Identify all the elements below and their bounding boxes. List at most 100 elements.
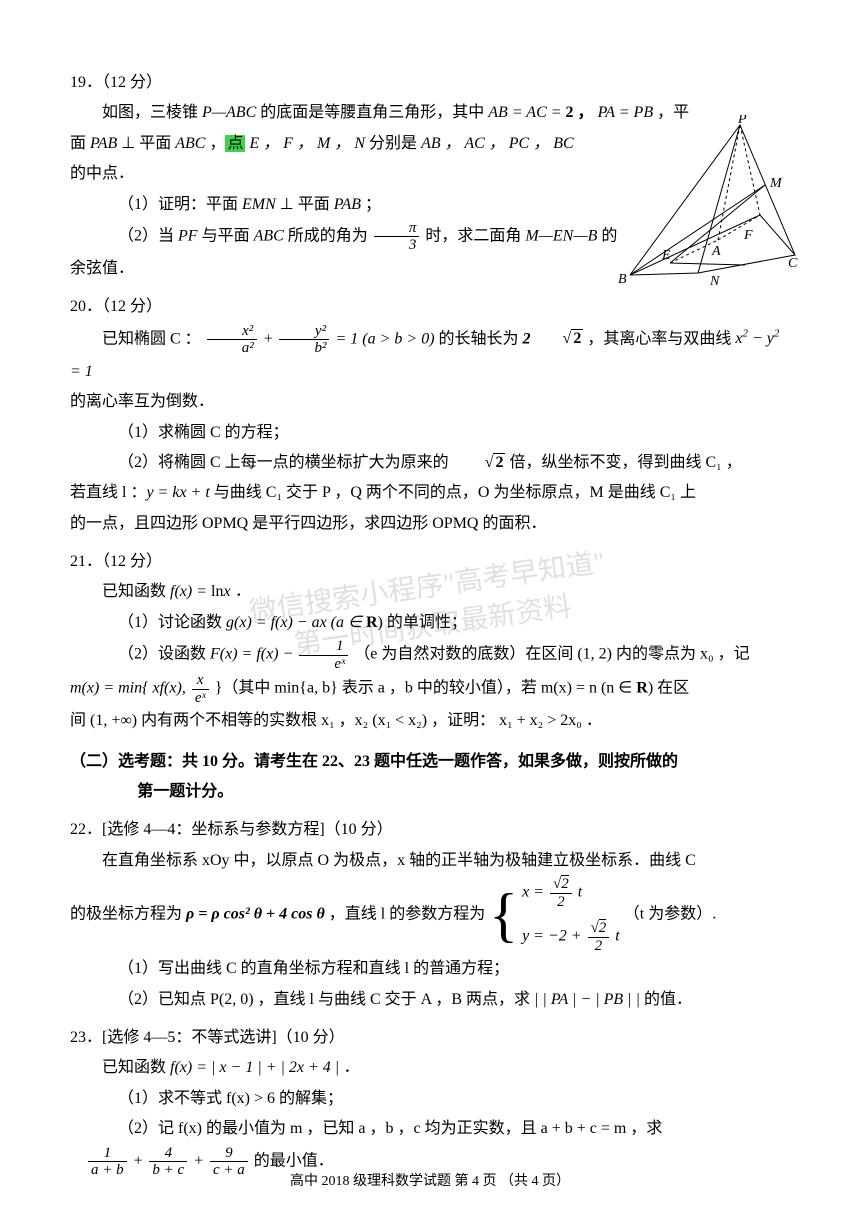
t: 已知函数 [102,1059,170,1076]
t: 的极坐标方程为 [70,906,186,923]
t: （1）证明：平面 [118,196,242,213]
t: ，直线 l 的参数方程为 [325,906,489,923]
q22-sub1: （1）写出曲线 C 的直角坐标方程和直线 l 的普通方程； [86,954,790,984]
r: 2 [493,453,505,471]
t: （2）已知点 P(2, 0) ，直线 l 与曲线 C 交于 A ，B 两点，求 [118,991,534,1008]
d: a² [207,340,257,357]
q23-sub1: （1）求不等式 f(x) > 6 的解集； [86,1084,790,1114]
r: 2 [571,329,583,347]
lbl-N: N [709,274,720,285]
t: = 1 [70,363,93,380]
t: F(x) = f(x) − [210,646,297,663]
t: （e 为自然对数的底数）在区间 (1, 2) 内的零点为 x₀ ，记 [354,646,749,663]
q22-header: 22．[选修 4—4：坐标系与参数方程]（10 分） [70,815,790,845]
t: R [366,614,378,631]
d: eˣ [192,690,209,707]
t: （2）当 [118,228,178,245]
t: 面 [70,135,90,152]
frac: y²b² [279,323,329,357]
q22-line2: 的极坐标方程为 ρ = ρ cos² θ + 4 cos θ ，直线 l 的参数… [70,876,790,954]
n: 9 [210,1145,248,1163]
t: （2）将椭圆 C 上每一点的横坐标扩大为原来的 [118,454,453,471]
t: 如图，三棱锥 [102,104,202,121]
t: 的值． [644,991,692,1008]
t: t [574,884,582,901]
n: x [192,672,209,690]
t: y = −2 + [522,928,586,945]
t: M—EN—B [525,228,597,245]
t: g(x) = f(x) − ax (a ∈ [226,614,366,631]
t: ρ = ρ cos² θ + 4 cos θ [186,906,325,923]
q20-line1: 已知椭圆 C ： x²a² + y²b² = 1 (a > b > 0) 的长轴… [70,323,790,387]
d: b² [279,340,329,357]
frac-pi3: π3 [374,220,420,254]
q20-sub2: （2）将椭圆 C 上每一点的横坐标扩大为原来的 2 倍，纵坐标不变，得到曲线 C… [86,448,790,478]
t: AB = AC = [488,104,565,121]
t: 分别是 [369,135,421,152]
frac: 1eˣ [299,638,348,672]
sys2: y = −2 + √22 t [522,920,620,954]
t: 所成的角为 [284,228,372,245]
frac: x²a² [207,323,257,357]
t: （t 为参数）. [624,906,716,923]
t: 的长轴长为 [439,330,523,347]
page-footer: 高中 2018 级理科数学试题 第 4 页 （共 4 页） [0,1169,860,1196]
d: 2 [588,938,610,955]
n: π [374,220,420,238]
t: AB ， AC ， PC ， BC [421,135,574,152]
t: ABC [175,135,205,152]
lbl-F: F [743,228,753,243]
t: y [767,330,774,347]
frac: xeˣ [192,672,209,706]
t: PAB [90,135,117,152]
sqrt: 2 [531,324,584,354]
n: 4 [149,1145,187,1163]
frac: √22 [588,920,610,954]
t: 的最小值． [254,1152,334,1169]
t: PB [604,991,624,1008]
q23-line1: 已知函数 f(x) = | x − 1 | + | 2x + 4 | ． [70,1053,790,1083]
t: }（其中 min{a, b} 表示 a ，b 中的较小值），若 m(x) = n… [215,680,637,697]
t: ⊥ 平面 [276,196,334,213]
t: 2 [599,919,607,936]
t: ln [211,583,223,600]
n: √2 [550,876,572,894]
t: 倍，纵坐标不变，得到曲线 C₁ ， [505,454,741,471]
brace-icon: { [489,885,518,945]
n: 1 [299,638,348,656]
q20-header: 20．（12 分） [70,292,790,322]
t: 已知函数 [102,583,170,600]
t: PA [551,991,568,1008]
q20-line4: 的一点，且四边形 OPMQ 是平行四边形，求四边形 OPMQ 的面积． [70,509,790,539]
lbl-P: P [737,115,747,127]
q21-sub2: （2）设函数 F(x) = f(x) − 1eˣ （e 为自然对数的底数）在区间… [86,638,790,672]
t: 与平面 [198,228,254,245]
t: f(x) = [170,583,211,600]
t: x = [522,884,548,901]
t: x ． [223,583,250,600]
n: x² [207,323,257,341]
n: √2 [588,920,610,938]
t: PF [178,228,198,245]
n: 1 [88,1145,127,1163]
frac: √22 [550,876,572,910]
t: ) 在区 [648,680,689,697]
lbl-C: C [788,256,798,271]
q21-line4: 间 (1, +∞) 内有两个不相等的实数根 x₁ ，x₂ (x₁ < x₂) ，… [70,706,790,736]
t: 与曲线 C₁ 交于 P ，Q 两个不同的点，O 为坐标原点，M 是曲线 C₁ 上 [210,484,696,501]
q19-header: 19．（12 分） [70,68,790,98]
t: + [263,330,278,347]
t: （二）选考题：共 10 分。请考生在 22、23 题中任选一题作答，如果多做，则… [70,747,790,777]
t: − [748,330,767,347]
sqrt: 2 [453,448,506,478]
q23-sub2: （2）记 f(x) 的最小值为 m ，已知 a ，b ，c 均为正实数，且 a … [86,1114,790,1144]
section-note: （二）选考题：共 10 分。请考生在 22、23 题中任选一题作答，如果多做，则… [70,747,790,808]
q20-sub1: （1）求椭圆 C 的方程； [86,418,790,448]
d: 3 [374,237,420,254]
lbl-A: A [711,244,721,259]
t: 时，求二面角 [421,228,525,245]
q21-line3: m(x) = min{ xf(x), xeˣ }（其中 min{a, b} 表示… [70,672,790,706]
t: 2 ， [566,104,598,121]
t: PAB [334,196,361,213]
t: EMN [242,196,276,213]
